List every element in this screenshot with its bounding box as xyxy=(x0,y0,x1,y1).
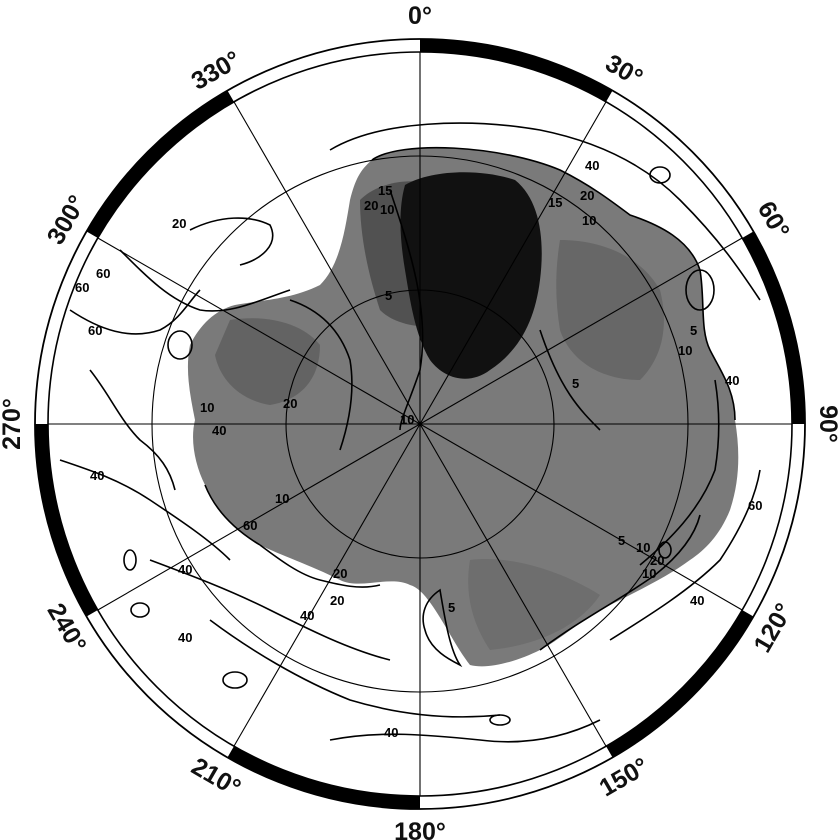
contour-label: 40 xyxy=(90,468,104,483)
contour-label: 20 xyxy=(330,593,344,608)
contour-line xyxy=(69,289,201,335)
contour-line xyxy=(422,588,463,668)
contour-label: 5 xyxy=(385,288,392,303)
contour-label: 40 xyxy=(178,630,192,645)
contour-line xyxy=(209,619,501,718)
contour-label: 10 xyxy=(275,491,289,506)
longitude-label-330: 330° xyxy=(187,46,246,96)
frame-segment-60 xyxy=(742,231,805,424)
contour-label: 40 xyxy=(300,608,314,623)
contour-label: 40 xyxy=(178,562,192,577)
longitude-label-270: 270° xyxy=(0,398,26,450)
contour-line xyxy=(259,544,381,588)
contour-label: 20 xyxy=(172,216,186,231)
frame-segment-300 xyxy=(86,90,234,238)
contour-line xyxy=(89,369,176,491)
contour-line xyxy=(609,469,761,641)
meridian-300 xyxy=(97,237,421,425)
contour-label: 5 xyxy=(618,533,625,548)
contour-value-labels: 10 20 40 60 5 10 5 20 40 60 40 20 10 60 … xyxy=(75,158,762,740)
contour-label: 40 xyxy=(384,725,398,740)
contour-label: 20 xyxy=(650,553,664,568)
contour-label: 10 xyxy=(636,540,650,555)
frame-band xyxy=(35,39,805,809)
contour-label: 20 xyxy=(364,198,378,213)
contour-line xyxy=(329,719,601,743)
frame-segment-120 xyxy=(606,610,754,758)
contour-loop xyxy=(489,714,511,726)
contour-label: 5 xyxy=(448,600,455,615)
longitude-label-60: 60° xyxy=(752,197,795,244)
longitude-label-90: 90° xyxy=(814,405,840,443)
contour-label: 15 xyxy=(548,195,562,210)
contour-label: 40 xyxy=(212,423,226,438)
contour-label: 20 xyxy=(333,566,347,581)
contour-line xyxy=(119,249,291,312)
contour-lines xyxy=(59,122,761,743)
contour-label: 60 xyxy=(88,323,102,338)
contour-label: 10 xyxy=(400,412,414,427)
frame-segment-240 xyxy=(35,424,98,617)
longitude-label-300: 300° xyxy=(42,191,92,250)
contour-label: 10 xyxy=(642,566,656,581)
land-dark-patch-4 xyxy=(468,559,600,650)
longitude-label-0: 0° xyxy=(408,2,432,30)
contour-label: 40 xyxy=(690,593,704,608)
contour-loop xyxy=(130,602,150,618)
land-dark-patch-2 xyxy=(215,318,320,405)
land-darkest-region xyxy=(400,172,542,379)
frame-segment-180 xyxy=(227,746,420,809)
longitude-label-180: 180° xyxy=(394,818,446,840)
contour-label: 10 xyxy=(380,202,394,217)
longitude-label-120: 120° xyxy=(748,599,798,658)
contour-line xyxy=(59,459,231,561)
contour-label: 60 xyxy=(75,280,89,295)
meridian-240 xyxy=(97,423,421,611)
contour-line xyxy=(639,379,720,566)
contour-label: 60 xyxy=(243,518,257,533)
contour-label: 10 xyxy=(678,343,692,358)
contour-loop xyxy=(123,549,137,571)
meridian-120 xyxy=(419,423,743,611)
contour-label: 10 xyxy=(200,400,214,415)
contour-loop xyxy=(167,330,193,360)
contour-loop xyxy=(222,671,248,689)
meridian-150 xyxy=(419,423,607,747)
contour-label: 5 xyxy=(690,323,697,338)
contour-line xyxy=(189,217,274,266)
contour-label: 60 xyxy=(96,266,110,281)
contour-label: 20 xyxy=(283,396,297,411)
contour-label: 15 xyxy=(378,183,392,198)
longitude-label-150: 150° xyxy=(595,752,654,802)
contour-label: 10 xyxy=(582,213,596,228)
contour-label: 5 xyxy=(572,376,579,391)
contour-line xyxy=(329,122,761,301)
contour-loop xyxy=(649,166,671,184)
contour-line xyxy=(539,514,701,651)
meridian-210 xyxy=(233,423,421,747)
contour-label: 20 xyxy=(580,188,594,203)
meridian-30 xyxy=(419,101,607,425)
meridian-lines xyxy=(48,52,792,796)
contour-loop xyxy=(658,541,672,559)
contour-line xyxy=(204,484,261,546)
meridian-60 xyxy=(419,237,743,425)
frame-segment-0 xyxy=(420,39,613,102)
contour-loop xyxy=(685,269,715,311)
contour-label: 60 xyxy=(748,498,762,513)
land-dark-patch-3 xyxy=(556,240,664,380)
longitude-label-30: 30° xyxy=(601,49,648,92)
contour-label: 40 xyxy=(585,158,599,173)
contour-label: 40 xyxy=(725,373,739,388)
contour-line xyxy=(389,189,424,431)
contour-line xyxy=(371,146,736,421)
meridian-330 xyxy=(233,101,421,425)
contour-line xyxy=(289,299,353,451)
frame-outer-circle xyxy=(34,38,806,810)
contour-line xyxy=(539,329,601,431)
contour-line xyxy=(149,559,391,661)
